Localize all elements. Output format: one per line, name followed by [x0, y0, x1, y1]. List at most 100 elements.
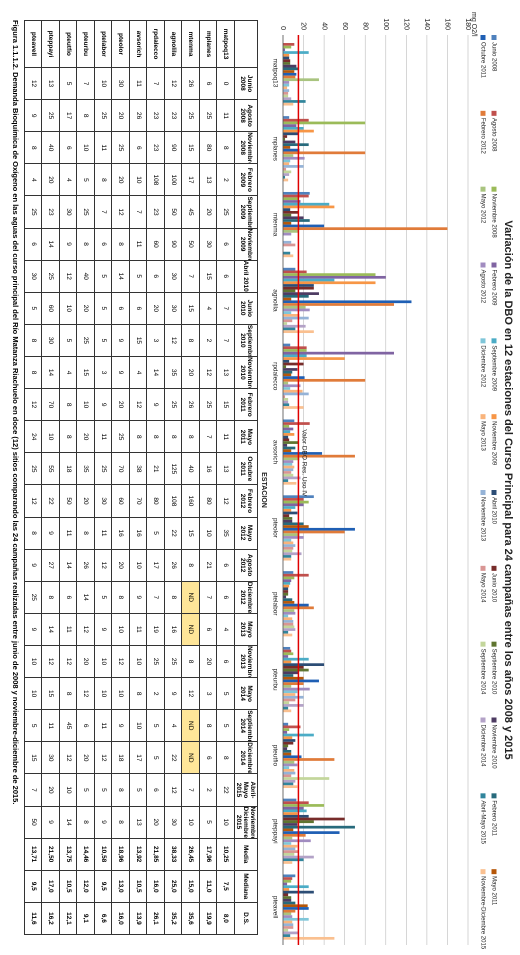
table-cell: 12	[24, 484, 42, 518]
bar	[283, 527, 355, 531]
table-cell: 100	[164, 163, 182, 196]
table-cell: 35	[77, 452, 95, 485]
table-cell: 23	[147, 131, 165, 164]
table-cell: 10	[94, 67, 112, 100]
table-cell: 20	[77, 484, 95, 518]
table-cell: 20	[77, 420, 95, 453]
bar	[283, 132, 299, 136]
stat-cell: 9,5	[24, 870, 42, 903]
table-cell: 12	[59, 645, 77, 678]
bar	[283, 303, 394, 306]
bar	[282, 75, 296, 79]
bar	[283, 89, 290, 92]
table-cell: 17	[129, 741, 147, 774]
table-cell: 16	[112, 517, 130, 550]
bar	[283, 165, 304, 168]
bar	[282, 205, 335, 209]
table-cell: 40	[77, 260, 95, 293]
bar	[283, 357, 345, 360]
column-header: Noviembre 2013	[234, 645, 258, 678]
bar	[282, 143, 309, 147]
table-cell: 70	[112, 452, 130, 485]
table-cell: 7	[147, 67, 165, 100]
table-cell: 25	[24, 195, 42, 229]
legend-swatch	[491, 869, 497, 875]
legend-label: Noviembre-Diciembre 2015	[479, 876, 485, 950]
bar	[282, 668, 309, 672]
legend-label: Febrero 2009	[490, 270, 496, 307]
table-cell: 30	[199, 228, 217, 261]
stat-cell: 17,96	[199, 838, 217, 871]
bar	[283, 481, 297, 485]
legend-label: Septiembre 2010	[490, 649, 496, 695]
bar	[282, 603, 309, 607]
row-header: avsorich	[129, 20, 147, 68]
table-cell: 7	[77, 67, 95, 100]
bar	[283, 213, 292, 217]
bar	[283, 465, 295, 469]
stat-cell: 16,0	[147, 870, 165, 903]
bar	[282, 652, 294, 656]
bar	[282, 430, 291, 434]
bar	[283, 660, 292, 664]
table-cell: 11	[217, 420, 235, 453]
table-cell: 80	[199, 484, 217, 518]
table-cell: 8	[182, 324, 200, 357]
stat-cell: 6,6	[94, 902, 112, 935]
bar	[283, 78, 319, 82]
legend-label: Septiembre 2014	[479, 649, 485, 695]
table-cell: 10	[112, 677, 130, 710]
legend-swatch	[491, 338, 497, 344]
table-cell: 3	[199, 677, 217, 710]
table-cell: 5	[24, 709, 42, 742]
stat-cell: 38,33	[164, 838, 182, 871]
table-cell: 4	[59, 356, 77, 389]
bar	[282, 349, 307, 352]
stat-cell: 16,2	[42, 902, 60, 935]
table-cell: 70	[129, 484, 147, 518]
bar	[283, 191, 310, 195]
table-cell: 45	[182, 195, 200, 229]
table-cell: 13	[129, 806, 147, 839]
bar	[282, 622, 294, 626]
y-axis-label: mg O2/l	[470, 12, 477, 37]
bar	[283, 912, 292, 916]
bar	[282, 771, 296, 775]
legend-label: Agosto 2012	[479, 270, 485, 304]
table-row: ptelabor 10 25 11 8 7 6 5 5 5 3 9 11 25 30 11 12 5 9 10 10 11…	[94, 20, 112, 935]
x-tick-label: mtenma	[271, 213, 278, 237]
stat-cell: 11,0	[199, 870, 217, 903]
column-header: Septiembre 2014	[234, 709, 258, 742]
bar	[282, 479, 289, 482]
stat-cell: 21,85	[147, 838, 165, 871]
x-tick-label: pteavell	[271, 896, 278, 919]
bar	[283, 861, 293, 864]
table-cell: 6	[147, 260, 165, 293]
table-cell: 5	[147, 709, 165, 742]
table-cell: 10	[77, 388, 95, 421]
bar	[282, 544, 296, 547]
legend-swatch	[480, 565, 486, 571]
table-cell: 12	[217, 484, 235, 518]
bar	[283, 633, 293, 637]
bar	[282, 722, 289, 726]
legend-label: Diciembre 2014	[479, 725, 485, 768]
bar	[283, 766, 290, 770]
table-cell: 23	[147, 195, 165, 229]
table-cell: 7	[147, 581, 165, 614]
legend-label: Junio 2010	[490, 573, 496, 603]
bar	[283, 273, 376, 276]
bar	[283, 452, 323, 455]
table-cell: 5	[129, 260, 147, 293]
table-cell: 20	[112, 388, 130, 421]
bar	[283, 749, 292, 753]
table-cell: 11	[59, 517, 77, 550]
table-cell: 16	[164, 613, 182, 646]
bar	[282, 573, 309, 577]
bar	[282, 525, 309, 528]
bar	[283, 584, 290, 588]
bar	[283, 441, 299, 444]
table-row: avsorich 11 26 6 10 7 11 5 6 15 4 12 8 38 70 16 10 9 11 10 8…	[129, 20, 147, 935]
table-cell: 9	[24, 613, 42, 646]
table-cell: 4	[59, 163, 77, 196]
